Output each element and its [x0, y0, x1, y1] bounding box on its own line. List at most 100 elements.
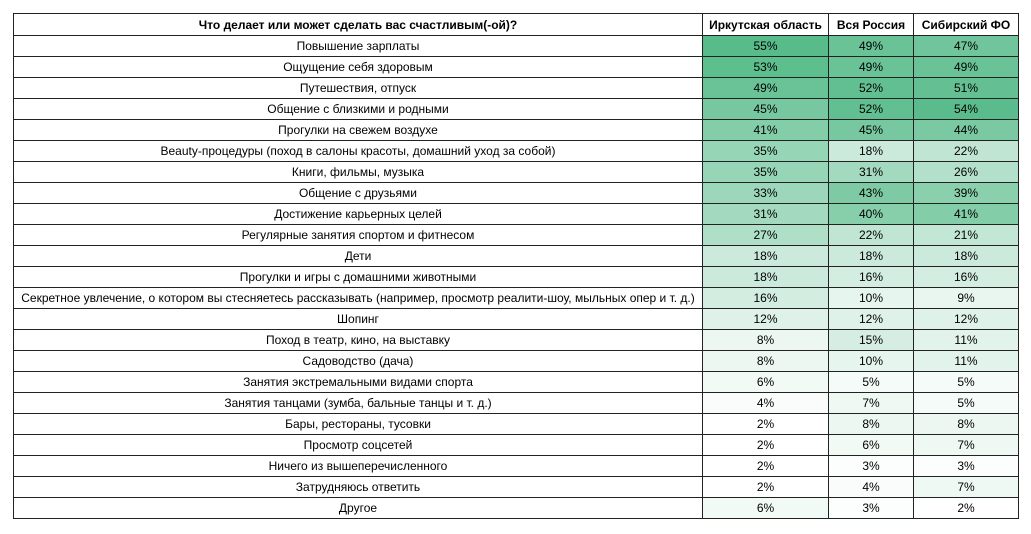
row-label: Поход в театр, кино, на выставку	[13, 329, 703, 351]
table-row: Прогулки на свежем воздухе 41% 45% 44%	[13, 119, 1019, 141]
value-cell-russia: 18%	[828, 245, 914, 267]
table-row: Секретное увлечение, о котором вы стесня…	[13, 287, 1019, 309]
value-cell-siberia: 12%	[913, 308, 1019, 330]
table-row: Дети 18% 18% 18%	[13, 245, 1019, 267]
value-cell-russia: 52%	[828, 98, 914, 120]
value-cell-irkutsk: 2%	[702, 476, 829, 498]
survey-heatmap-table: Что делает или может сделать вас счастли…	[13, 13, 1019, 519]
value-cell-russia: 4%	[828, 476, 914, 498]
table-row: Другое 6% 3% 2%	[13, 497, 1019, 519]
value-cell-russia: 45%	[828, 119, 914, 141]
value-cell-irkutsk: 53%	[702, 56, 829, 78]
value-cell-irkutsk: 45%	[702, 98, 829, 120]
value-cell-irkutsk: 35%	[702, 161, 829, 183]
value-cell-siberia: 11%	[913, 350, 1019, 372]
table-row: Шопинг 12% 12% 12%	[13, 308, 1019, 330]
row-label: Садоводство (дача)	[13, 350, 703, 372]
table-body: Повышение зарплаты 55% 49% 47% Ощущение себя…	[13, 35, 1019, 519]
value-cell-siberia: 7%	[913, 434, 1019, 456]
value-cell-siberia: 11%	[913, 329, 1019, 351]
value-cell-russia: 3%	[828, 455, 914, 477]
header-row: Что делает или может сделать вас счастли…	[13, 13, 1019, 36]
value-cell-russia: 3%	[828, 497, 914, 519]
row-label: Секретное увлечение, о котором вы стесня…	[13, 287, 703, 309]
value-cell-irkutsk: 2%	[702, 455, 829, 477]
value-cell-russia: 10%	[828, 287, 914, 309]
value-cell-russia: 6%	[828, 434, 914, 456]
value-cell-irkutsk: 49%	[702, 77, 829, 99]
value-cell-russia: 43%	[828, 182, 914, 204]
value-cell-russia: 7%	[828, 392, 914, 414]
table-row: Ощущение себя здоровым 53% 49% 49%	[13, 56, 1019, 78]
table-row: Регулярные занятия спортом и фитнесом 27%…	[13, 224, 1019, 246]
value-cell-siberia: 8%	[913, 413, 1019, 435]
row-label: Beauty-процедуры (поход в салоны красоты…	[13, 140, 703, 162]
row-label: Общение с близкими и родными	[13, 98, 703, 120]
value-cell-irkutsk: 8%	[702, 329, 829, 351]
table-row: Садоводство (дача) 8% 10% 11%	[13, 350, 1019, 372]
value-cell-siberia: 21%	[913, 224, 1019, 246]
header-irkutsk: Иркутская область	[702, 13, 829, 36]
value-cell-irkutsk: 6%	[702, 497, 829, 519]
value-cell-irkutsk: 35%	[702, 140, 829, 162]
row-label: Достижение карьерных целей	[13, 203, 703, 225]
value-cell-siberia: 44%	[913, 119, 1019, 141]
row-label: Прогулки на свежем воздухе	[13, 119, 703, 141]
value-cell-russia: 31%	[828, 161, 914, 183]
value-cell-irkutsk: 2%	[702, 413, 829, 435]
row-label: Шопинг	[13, 308, 703, 330]
value-cell-irkutsk: 33%	[702, 182, 829, 204]
row-label: Путешествия, отпуск	[13, 77, 703, 99]
value-cell-siberia: 22%	[913, 140, 1019, 162]
value-cell-siberia: 47%	[913, 35, 1019, 57]
value-cell-irkutsk: 12%	[702, 308, 829, 330]
row-label: Книги, фильмы, музыка	[13, 161, 703, 183]
value-cell-irkutsk: 31%	[702, 203, 829, 225]
table-row: Достижение карьерных целей 31% 40% 41%	[13, 203, 1019, 225]
row-label: Другое	[13, 497, 703, 519]
value-cell-siberia: 49%	[913, 56, 1019, 78]
value-cell-russia: 49%	[828, 35, 914, 57]
value-cell-russia: 18%	[828, 140, 914, 162]
value-cell-irkutsk: 18%	[702, 266, 829, 288]
row-label: Занятия экстремальными видами спорта	[13, 371, 703, 393]
value-cell-russia: 15%	[828, 329, 914, 351]
value-cell-irkutsk: 6%	[702, 371, 829, 393]
value-cell-irkutsk: 2%	[702, 434, 829, 456]
value-cell-irkutsk: 8%	[702, 350, 829, 372]
value-cell-russia: 8%	[828, 413, 914, 435]
table-row: Beauty-процедуры (поход в салоны красоты…	[13, 140, 1019, 162]
table-row: Общение с близкими и родными 45% 52% 54%	[13, 98, 1019, 120]
row-label: Прогулки и игры с домашними животными	[13, 266, 703, 288]
table-row: Просмотр соцсетей 2% 6% 7%	[13, 434, 1019, 456]
value-cell-siberia: 51%	[913, 77, 1019, 99]
value-cell-russia: 40%	[828, 203, 914, 225]
value-cell-siberia: 54%	[913, 98, 1019, 120]
table-row: Занятия экстремальными видами спорта 6% 5%…	[13, 371, 1019, 393]
table-row: Путешествия, отпуск 49% 52% 51%	[13, 77, 1019, 99]
value-cell-russia: 12%	[828, 308, 914, 330]
value-cell-siberia: 2%	[913, 497, 1019, 519]
row-label: Дети	[13, 245, 703, 267]
table-row: Занятия танцами (зумба, бальные танцы и …	[13, 392, 1019, 414]
row-label: Повышение зарплаты	[13, 35, 703, 57]
value-cell-russia: 16%	[828, 266, 914, 288]
value-cell-siberia: 39%	[913, 182, 1019, 204]
value-cell-irkutsk: 16%	[702, 287, 829, 309]
value-cell-russia: 49%	[828, 56, 914, 78]
table-row: Поход в театр, кино, на выставку 8% 15% 11%	[13, 329, 1019, 351]
value-cell-irkutsk: 4%	[702, 392, 829, 414]
table-row: Книги, фильмы, музыка 35% 31% 26%	[13, 161, 1019, 183]
value-cell-siberia: 7%	[913, 476, 1019, 498]
table-row: Повышение зарплаты 55% 49% 47%	[13, 35, 1019, 57]
value-cell-irkutsk: 18%	[702, 245, 829, 267]
table-row: Затрудняюсь ответить 2% 4% 7%	[13, 476, 1019, 498]
header-question: Что делает или может сделать вас счастли…	[13, 13, 703, 36]
header-siberia: Сибирский ФО	[913, 13, 1019, 36]
value-cell-siberia: 41%	[913, 203, 1019, 225]
row-label: Занятия танцами (зумба, бальные танцы и …	[13, 392, 703, 414]
value-cell-russia: 22%	[828, 224, 914, 246]
row-label: Ощущение себя здоровым	[13, 56, 703, 78]
table-row: Прогулки и игры с домашними животными 18%…	[13, 266, 1019, 288]
row-label: Затрудняюсь ответить	[13, 476, 703, 498]
